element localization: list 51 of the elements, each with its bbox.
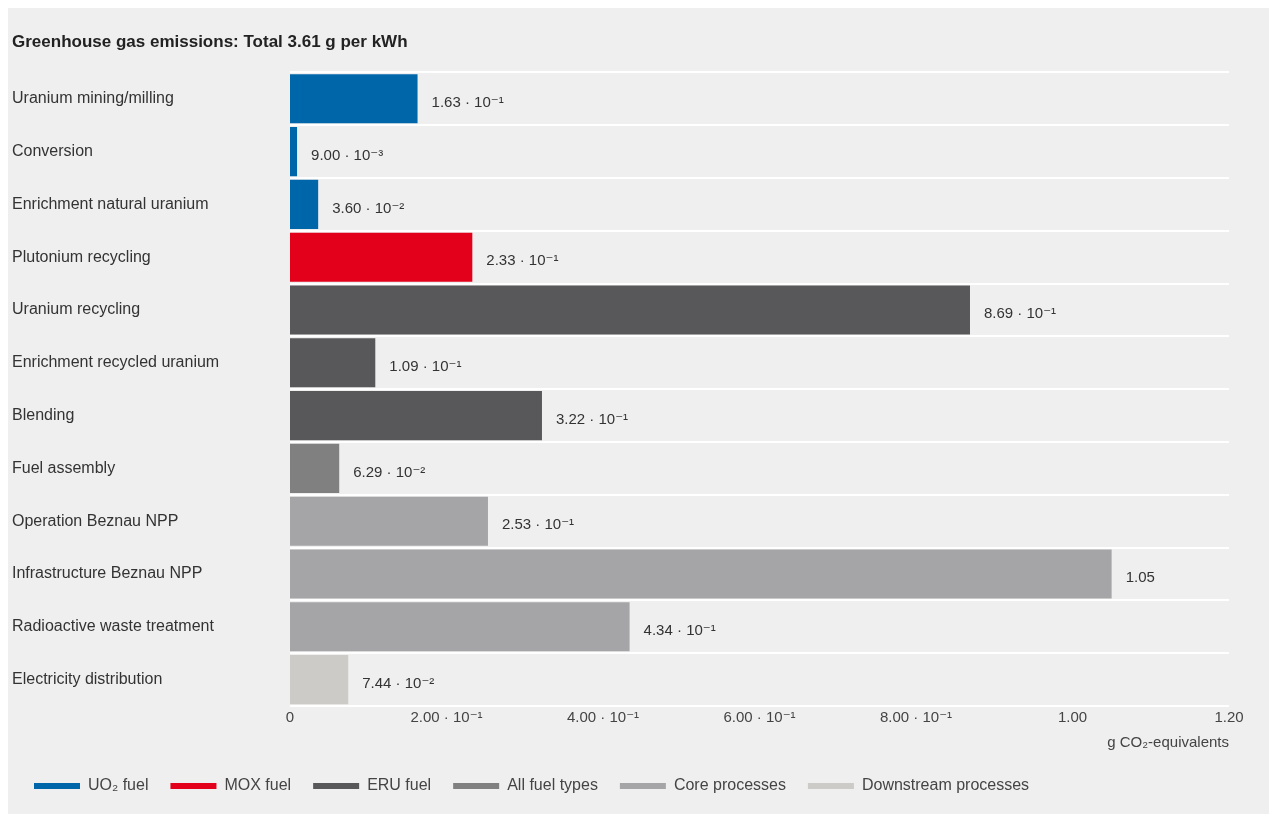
data-label: 1.63 · 10⁻¹ xyxy=(431,92,504,110)
y-tick-label: Conversion xyxy=(12,142,93,160)
data-label: 9.00 · 10⁻³ xyxy=(311,145,384,163)
bar xyxy=(290,74,418,124)
y-tick-label: Fuel assembly xyxy=(12,458,116,476)
x-tick-label: 6.00 · 10⁻¹ xyxy=(723,708,796,726)
data-label: 2.53 · 10⁻¹ xyxy=(501,515,575,533)
data-label: 7.44 · 10⁻² xyxy=(362,673,435,691)
y-tick-label: Enrichment natural uranium xyxy=(12,194,209,212)
bar xyxy=(290,285,970,335)
bar xyxy=(290,655,349,705)
data-label: 2.33 · 10⁻¹ xyxy=(486,251,559,269)
legend-label: All fuel types xyxy=(507,776,598,794)
y-tick-label: Plutonium recycling xyxy=(12,247,151,265)
data-label: 1.09 · 10⁻¹ xyxy=(389,356,462,374)
x-tick-label: 1.20 xyxy=(1214,708,1244,726)
chart-title: Greenhouse gas emissions: Total 3.61 g per kWh xyxy=(12,31,408,51)
y-tick-label: Radioactive waste treatment xyxy=(12,617,215,635)
bar xyxy=(290,127,298,177)
data-label: 4.34 · 10⁻¹ xyxy=(643,620,716,638)
bar xyxy=(290,549,1112,599)
bar xyxy=(290,496,488,546)
bar xyxy=(290,179,319,229)
data-label: 8.69 · 10⁻¹ xyxy=(983,304,1057,322)
y-tick-label: Electricity distribution xyxy=(12,670,163,688)
x-tick-label: 4.00 · 10⁻¹ xyxy=(566,708,640,726)
legend-label: MOX fuel xyxy=(224,776,292,794)
x-tick-label: 0 xyxy=(285,708,295,726)
bar xyxy=(290,338,376,388)
legend-label: Core processes xyxy=(673,776,786,794)
x-tick-label: 2.00 · 10⁻¹ xyxy=(410,708,483,726)
y-tick-label: Operation Beznau NPP xyxy=(12,511,179,529)
bar xyxy=(290,391,542,441)
legend-label: ERU fuel xyxy=(367,776,432,794)
y-tick-label: Blending xyxy=(12,406,75,424)
legend-label: Downstream processes xyxy=(861,776,1030,794)
x-tick-label: 1.00 xyxy=(1057,708,1088,726)
data-label: 6.29 · 10⁻² xyxy=(353,462,426,480)
bar xyxy=(290,602,630,652)
data-label: 3.22 · 10⁻¹ xyxy=(555,409,629,427)
data-label: 3.60 · 10⁻² xyxy=(332,198,405,216)
data-label: 1.05 xyxy=(1125,568,1155,586)
y-tick-label: Enrichment recycled uranium xyxy=(12,353,220,371)
y-tick-label: Uranium mining/milling xyxy=(12,89,174,107)
legend-label: UO₂ fuel xyxy=(88,776,149,794)
y-tick-label: Infrastructure Beznau NPP xyxy=(12,564,203,582)
bar xyxy=(290,232,473,282)
x-tick-label: 8.00 · 10⁻¹ xyxy=(879,708,953,726)
bar xyxy=(290,443,340,493)
x-axis-title: g CO₂-equivalents xyxy=(1107,733,1229,751)
y-tick-label: Uranium recycling xyxy=(12,300,141,318)
